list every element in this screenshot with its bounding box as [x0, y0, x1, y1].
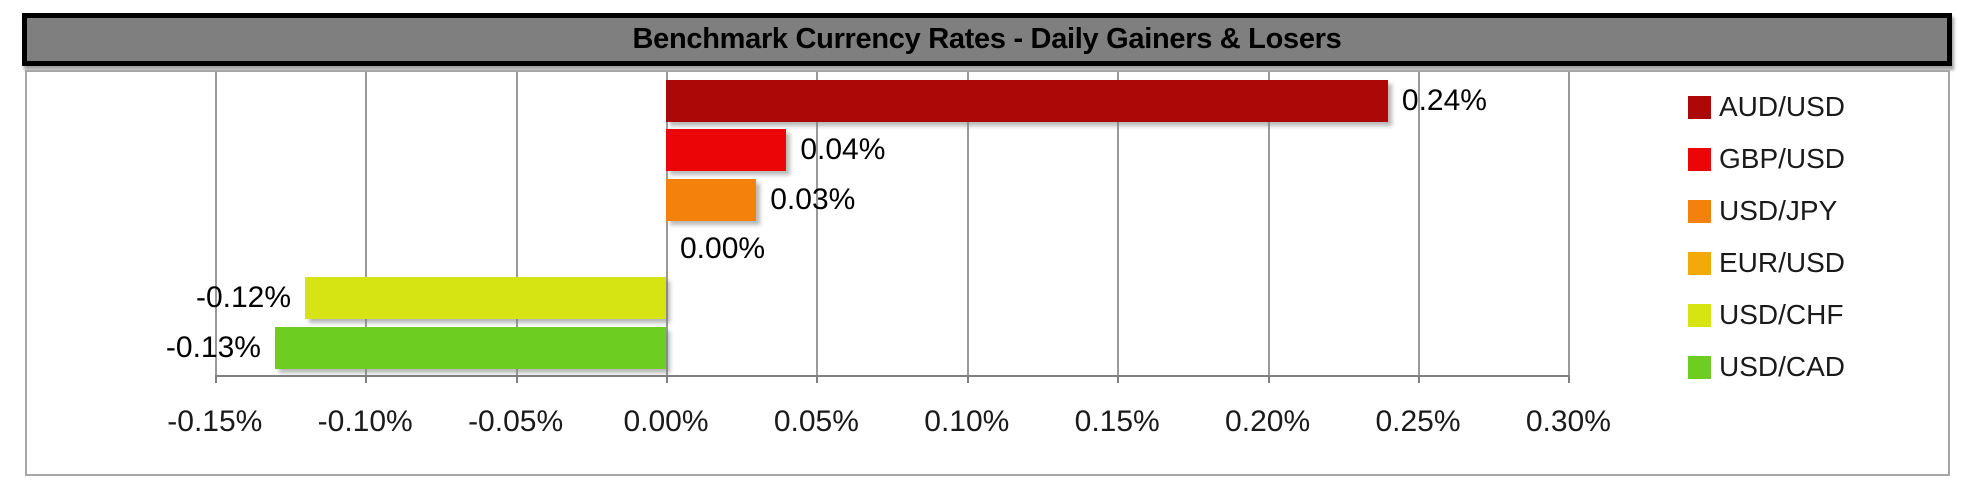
data-label-usd-jpy: 0.03%: [770, 182, 856, 216]
bar-usd-chf[interactable]: [305, 277, 666, 320]
x-axis-tick-label: 0.30%: [1525, 405, 1611, 438]
x-axis-tick-label: 0.25%: [1375, 405, 1461, 438]
data-label-aud-usd: 0.24%: [1401, 84, 1487, 117]
axis-tick-mark: [1418, 375, 1420, 383]
bar-usd-cad[interactable]: [274, 326, 666, 369]
legend-label-eur-usd[interactable]: EUR/USD: [1719, 247, 1846, 278]
x-axis-tick-label: 0.10%: [924, 405, 1010, 438]
axis-tick-mark: [966, 375, 969, 383]
legend-label-usd-chf[interactable]: USD/CHF: [1719, 299, 1844, 330]
chart-title-bar: Benchmark Currency Rates - Daily Gainers…: [22, 13, 1952, 66]
x-axis-tick-label: -0.15%: [167, 405, 263, 438]
bar-labels-layer: 0.24% 0.04% 0.03% 0.00% -0.12% -0.13%: [27, 72, 1948, 474]
x-axis-tick-label: 0.20%: [1225, 405, 1311, 438]
axis-tick-mark: [1117, 375, 1120, 383]
axis-tick-mark: [515, 375, 518, 383]
legend-swatch-usd-cad[interactable]: [1688, 355, 1711, 379]
gridlines-layer: [27, 72, 1948, 474]
vertical-gridline: [365, 72, 368, 375]
vertical-gridline: [1418, 72, 1420, 375]
data-label-gbp-usd: 0.04%: [800, 133, 886, 167]
axis-tick-mark: [214, 375, 217, 383]
x-axis-tick-label: 0.05%: [773, 405, 859, 438]
x-axis-tick-label: 0.00%: [623, 405, 709, 438]
x-axis-tick-label: -0.10%: [317, 405, 413, 438]
axis-tick-mark: [666, 375, 668, 383]
x-axis-layer: -0.15% -0.10% -0.05% 0.00% 0.05% 0.10% 0.15% 0.…: [27, 72, 1948, 474]
axis-tick-mark: [1568, 375, 1571, 383]
vertical-gridline: [515, 72, 518, 375]
legend: AUD/USD GBP/USD USD/JPY EUR/USD USD/CHF USD/C…: [27, 72, 1948, 474]
x-axis-tick-label: -0.05%: [468, 405, 564, 438]
legend-swatch-usd-jpy[interactable]: [1688, 199, 1711, 223]
vertical-gridline: [1117, 72, 1120, 375]
legend-label-aud-usd[interactable]: AUD/USD: [1719, 91, 1846, 122]
data-label-usd-cad: -0.13%: [165, 330, 261, 364]
data-label-usd-chf: -0.12%: [195, 281, 292, 315]
vertical-gridline: [966, 72, 969, 375]
data-label-eur-usd: 0.00%: [680, 231, 766, 265]
bars-layer: [27, 72, 1948, 474]
legend-swatch-aud-usd[interactable]: [1688, 95, 1711, 119]
vertical-gridline: [214, 72, 217, 375]
legend-swatch-gbp-usd[interactable]: [1688, 147, 1711, 171]
axis-tick-mark: [365, 375, 368, 383]
vertical-gridline: [666, 72, 668, 375]
chart-area: 0.24% 0.04% 0.03% 0.00% -0.12% -0.13% -0.15% -…: [25, 70, 1950, 476]
legend-swatch-usd-chf[interactable]: [1688, 303, 1711, 327]
bar-aud-usd[interactable]: [666, 80, 1388, 122]
legend-label-usd-cad[interactable]: USD/CAD: [1719, 351, 1846, 382]
vertical-gridline: [1267, 72, 1270, 375]
legend-label-gbp-usd[interactable]: GBP/USD: [1719, 143, 1846, 174]
vertical-gridline: [1568, 72, 1571, 375]
axis-tick-mark: [816, 375, 819, 383]
x-axis-tick-label: 0.15%: [1074, 405, 1160, 438]
legend-label-usd-jpy[interactable]: USD/JPY: [1719, 195, 1838, 226]
axis-tick-mark: [1267, 375, 1270, 383]
x-axis-line: [214, 375, 1569, 377]
chart-title: Benchmark Currency Rates - Daily Gainers…: [632, 23, 1342, 55]
bar-gbp-usd[interactable]: [666, 129, 787, 172]
legend-swatch-eur-usd[interactable]: [1688, 251, 1711, 275]
bar-usd-jpy[interactable]: [666, 178, 757, 221]
vertical-gridline: [816, 72, 819, 375]
